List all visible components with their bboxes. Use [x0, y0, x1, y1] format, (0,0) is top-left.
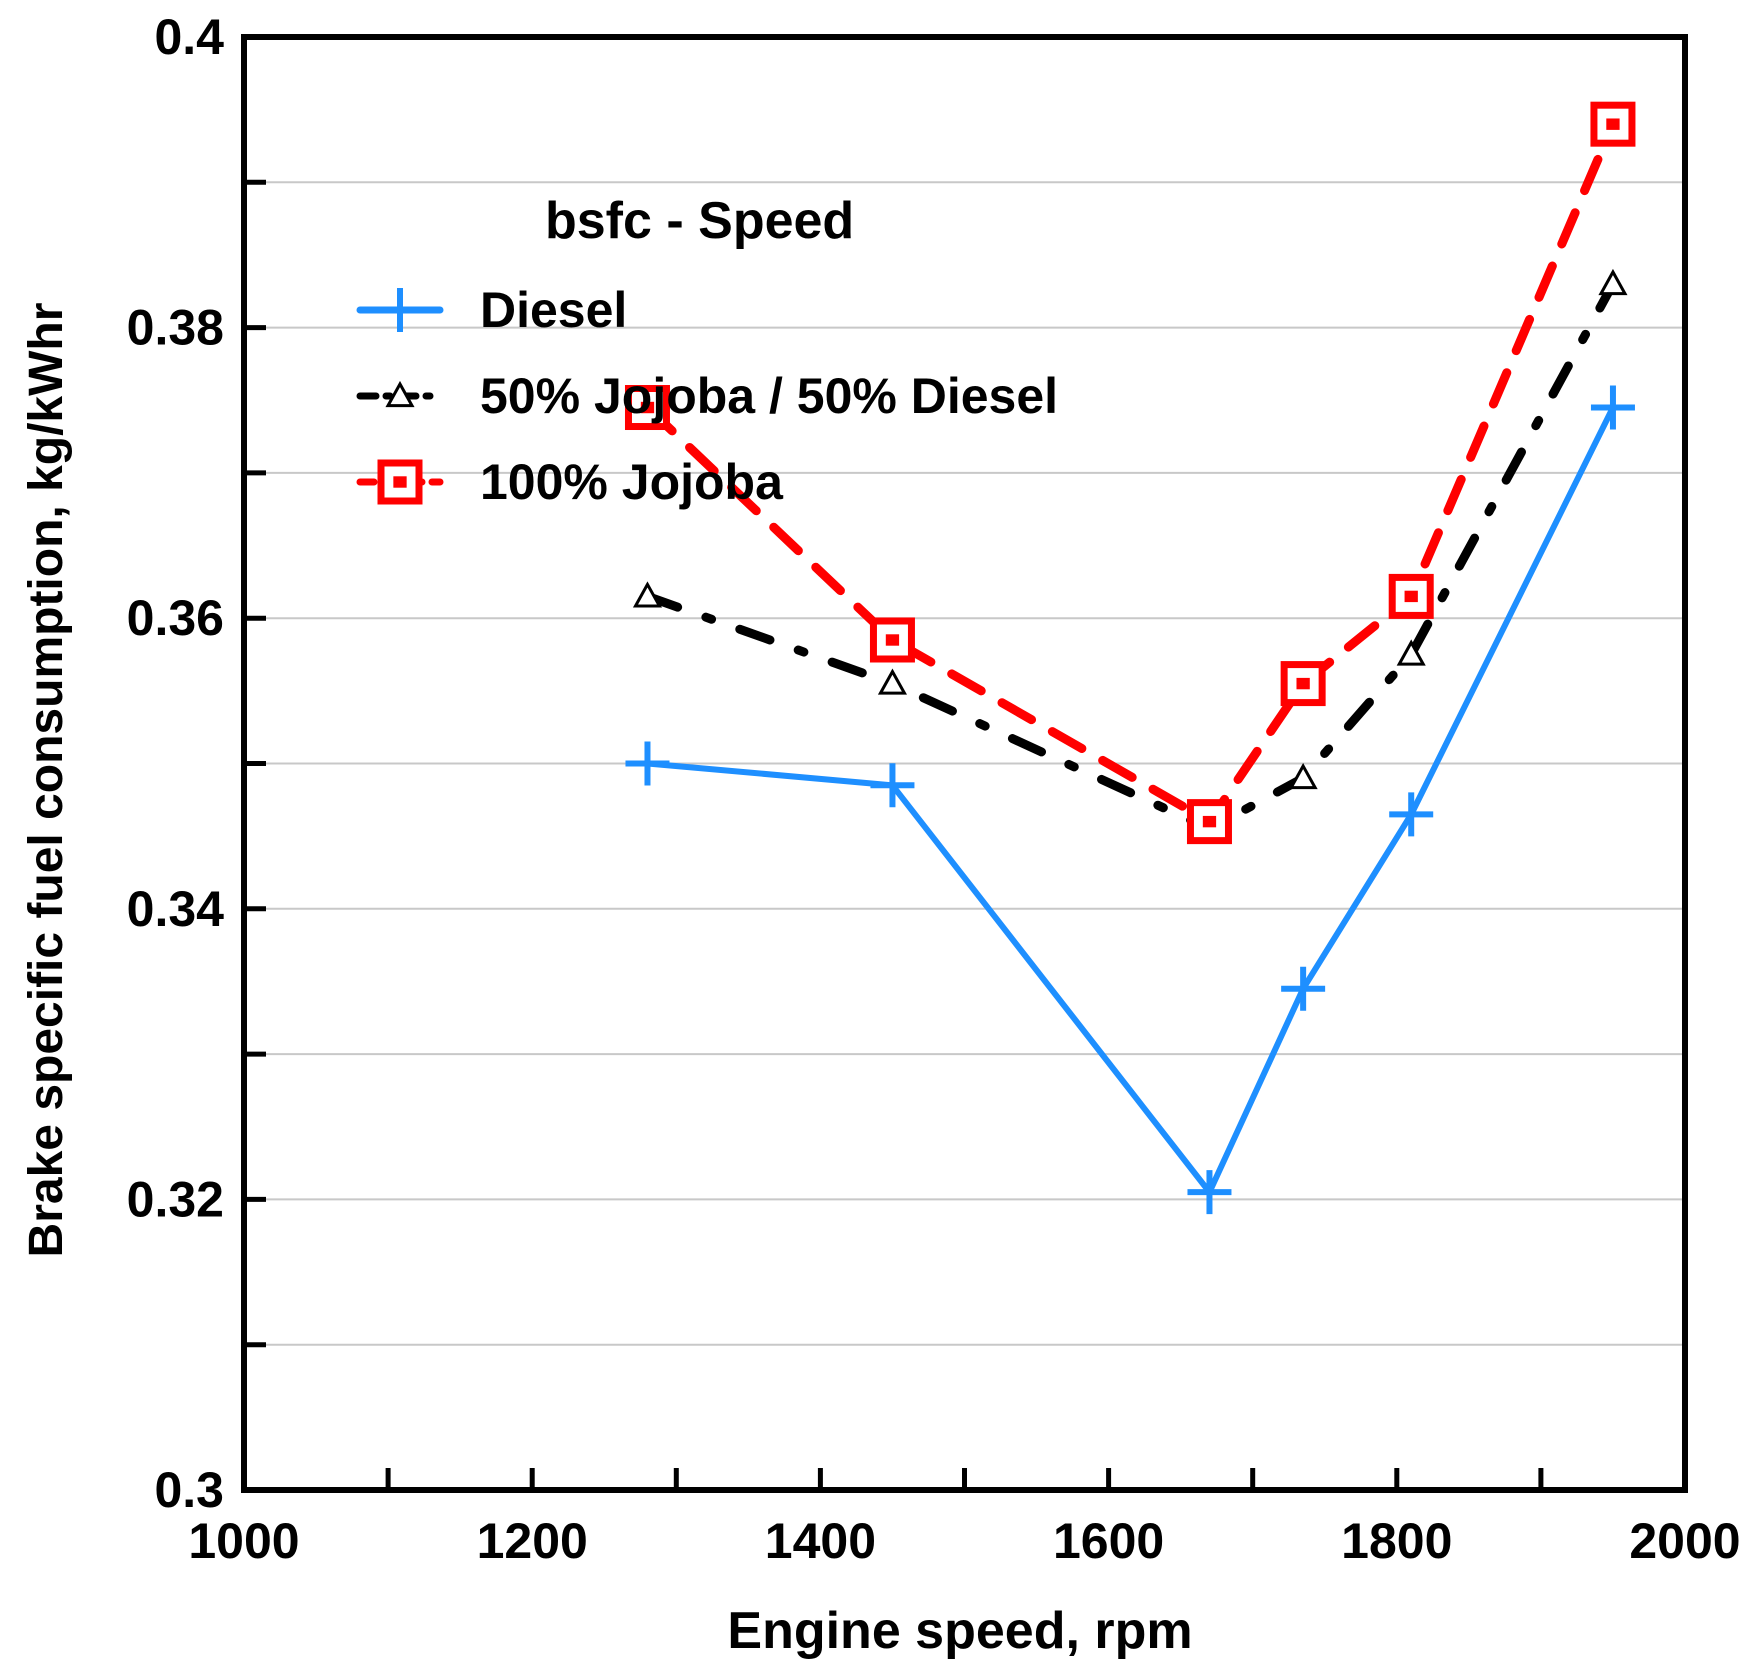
series-1: [632, 268, 1628, 840]
legend-entries: Diesel 50% Jojoba / 50% Diesel 100% Jojoba: [356, 282, 1058, 510]
marker-square-inner: [1404, 590, 1418, 603]
legend-label: 100% Jojoba: [480, 454, 784, 510]
data-series: [624, 101, 1636, 1215]
marker-square-outer: [1388, 573, 1434, 619]
x-tick-label: 1200: [477, 1513, 588, 1569]
grid-lines: [244, 181, 1685, 1346]
marker-plus: [870, 763, 915, 808]
marker-plus: [1590, 385, 1635, 430]
marker-triangle: [1598, 268, 1628, 296]
legend-entry-0: Diesel: [356, 282, 627, 338]
y-axis-label: Brake specific fuel consumption, kg/kWhr: [20, 303, 73, 1258]
marker-square-inner: [885, 634, 900, 646]
marker-square-inner: [1202, 815, 1217, 828]
y-tick-label: 0.4: [154, 9, 224, 65]
marker-square-inner: [393, 476, 407, 488]
marker-plus: [1187, 1170, 1232, 1215]
series-2: [624, 101, 1636, 845]
marker-square-outer: [624, 385, 670, 431]
marker-plus: [1281, 966, 1326, 1011]
series-line-0: [644, 404, 1616, 1196]
marker-square: [1280, 661, 1326, 707]
x-tick-label: 1800: [1341, 1513, 1452, 1569]
legend-label: Diesel: [480, 282, 627, 338]
series-0: [625, 385, 1635, 1215]
y-tick-label: 0.38: [127, 300, 224, 356]
marker-plus: [625, 741, 670, 786]
legend-entry-2: 100% Jojoba: [356, 454, 784, 510]
series-line-1: [642, 279, 1618, 834]
x-tick-label: 2000: [1629, 1513, 1740, 1569]
marker-square: [1388, 573, 1434, 619]
y-tick-label: 0.3: [154, 1462, 224, 1518]
legend-label: 50% Jojoba / 50% Diesel: [480, 368, 1058, 424]
legend: bsfc - Speed Diesel 50% Jojoba / 50% Dies…: [356, 192, 1058, 510]
marker-square: [377, 459, 423, 505]
marker-triangle: [877, 668, 907, 695]
series-line-2: [642, 119, 1618, 827]
marker-square-inner: [1296, 677, 1310, 690]
marker-square: [869, 617, 915, 663]
legend-title: bsfc - Speed: [545, 192, 854, 250]
marker-square-inner: [640, 401, 655, 414]
y-tick-label: 0.32: [127, 1171, 224, 1227]
marker-square-inner: [1606, 118, 1620, 130]
marker-square: [1590, 101, 1636, 147]
marker-square: [1186, 799, 1232, 845]
marker-triangle: [385, 380, 415, 408]
marker-square-outer: [1280, 661, 1326, 707]
marker-plus: [1389, 792, 1434, 837]
legend-entry-1: 50% Jojoba / 50% Diesel: [356, 368, 1058, 424]
marker-triangle: [1396, 639, 1426, 666]
axis-ticks: 0.3 0.32 0.34 0.36 0.38 0.4 1000 1200 1400 1600 18…: [127, 9, 1741, 1569]
marker-triangle: [632, 581, 663, 608]
marker-square: [624, 385, 670, 431]
y-tick-label: 0.36: [127, 590, 224, 646]
y-tick-label: 0.34: [127, 881, 225, 937]
x-tick-label: 1400: [765, 1513, 876, 1569]
marker-plus: [378, 288, 422, 332]
marker-square-outer: [1590, 101, 1636, 147]
marker-triangle: [1288, 762, 1318, 790]
x-tick-label: 1600: [1053, 1513, 1164, 1569]
x-tick-label: 1000: [188, 1513, 299, 1569]
x-axis-label: Engine speed, rpm: [727, 1602, 1192, 1660]
